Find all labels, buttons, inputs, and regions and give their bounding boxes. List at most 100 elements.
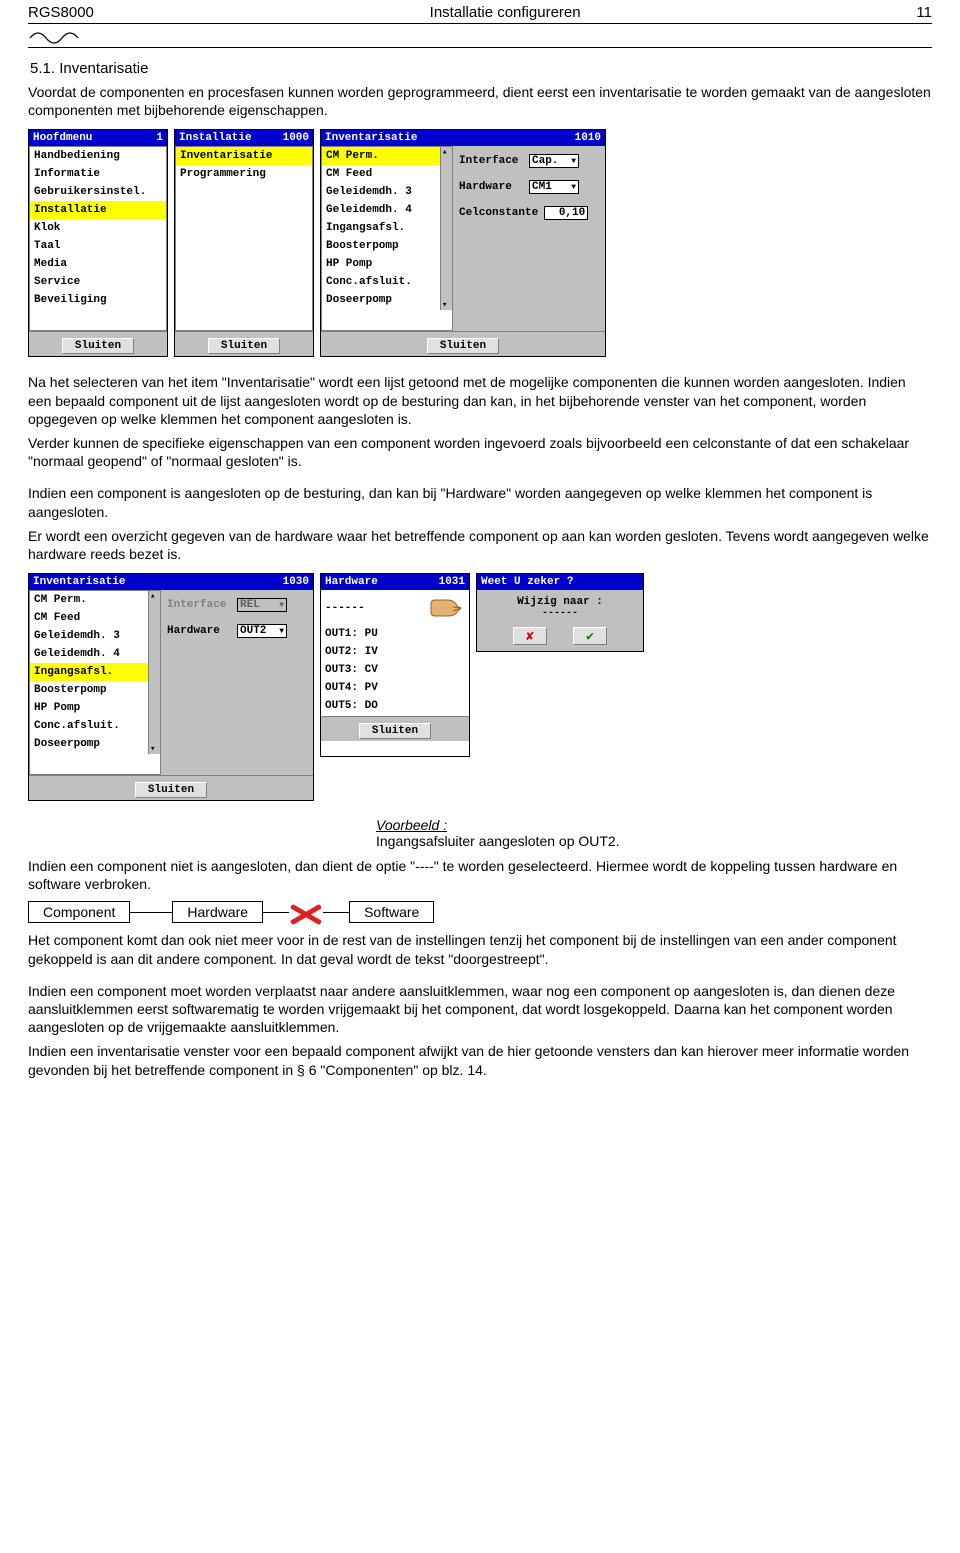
list-item[interactable]: Ingangsafsl. xyxy=(322,219,440,237)
header-right: 11 xyxy=(916,4,932,21)
installatie-list[interactable]: InventarisatieProgrammering xyxy=(175,146,313,331)
paragraph-6: Indien een inventarisatie venster voor e… xyxy=(28,1042,932,1078)
hw-out3[interactable]: OUT3: CV xyxy=(325,664,465,676)
hw-out1[interactable]: OUT1: PU xyxy=(325,628,465,640)
list-item[interactable]: Programmering xyxy=(176,165,312,183)
list-item[interactable]: Gebruikersinstel. xyxy=(30,183,166,201)
interface-dropdown-disabled: REL▼ xyxy=(237,598,287,612)
paragraph-2a: Indien een component is aangesloten op d… xyxy=(28,484,932,520)
interface-label: Interface xyxy=(459,155,518,167)
hardware-body: ------ OUT1: PU OUT2: IV OUT3: CV OUT4: … xyxy=(321,590,469,716)
confirm-dialog: Weet U zeker ? Wijzig naar : ------ ✘ ✔ xyxy=(476,573,644,652)
connector-line xyxy=(323,912,349,913)
example-block: Voorbeeld : Ingangsafsluiter aangesloten… xyxy=(376,817,932,849)
inventarisatie-side-2: Interface REL▼ Hardware OUT2▼ xyxy=(161,590,293,775)
dialog-title: Weet U zeker ? xyxy=(477,574,643,590)
section-title: 5.1. Inventarisatie xyxy=(30,60,932,77)
list-item[interactable]: Klok xyxy=(30,219,166,237)
panel-installatie: Installatie1000 InventarisatieProgrammer… xyxy=(174,129,314,357)
intro-paragraph: Voordat de componenten en procesfasen ku… xyxy=(28,83,932,119)
close-button[interactable]: Sluiten xyxy=(427,338,499,354)
paragraph-2b: Er wordt een overzicht gegeven van de ha… xyxy=(28,527,932,563)
inventarisatie-list[interactable]: CM Perm.CM FeedGeleidemdh. 3Geleidemdh. … xyxy=(321,146,453,331)
wave-decoration xyxy=(28,26,932,48)
hoofdmenu-list[interactable]: HandbedieningInformatieGebruikersinstel.… xyxy=(29,146,167,331)
paragraph-3: Indien een component niet is aangesloten… xyxy=(28,857,932,893)
page-header: RGS8000 Installatie configureren 11 xyxy=(28,4,932,24)
inventarisatie-list-2[interactable]: CM Perm.CM FeedGeleidemdh. 3Geleidemdh. … xyxy=(29,590,161,775)
hardware-label: Hardware xyxy=(167,625,220,637)
inventarisatie-side: Interface Cap.▼ Hardware CM1▼ Celconstan… xyxy=(453,146,585,331)
connector-line xyxy=(263,912,289,913)
hw-out2[interactable]: OUT2: IV xyxy=(325,646,465,658)
list-item[interactable]: HP Pomp xyxy=(30,699,148,717)
chevron-down-icon: ▼ xyxy=(279,601,284,610)
box-hardware: Hardware xyxy=(172,901,263,923)
list-item[interactable]: Geleidemdh. 4 xyxy=(322,201,440,219)
interface-label: Interface xyxy=(167,599,226,611)
chevron-down-icon: ▼ xyxy=(279,627,284,636)
paragraph-1b: Verder kunnen de specifieke eigenschappe… xyxy=(28,434,932,470)
hw-out5[interactable]: OUT5: DO xyxy=(325,700,465,712)
list-item[interactable]: Beveiliging xyxy=(30,291,166,309)
panel-row-2: Inventarisatie1030 CM Perm.CM FeedGeleid… xyxy=(28,573,932,801)
paragraph-4: Het component komt dan ook niet meer voo… xyxy=(28,931,932,967)
hardware-label: Hardware xyxy=(459,181,512,193)
list-item[interactable]: CM Feed xyxy=(322,165,440,183)
list-item[interactable]: CM Feed xyxy=(30,609,148,627)
dialog-line1: Wijzig naar : xyxy=(483,596,637,608)
dash-line: ------ xyxy=(325,602,365,614)
box-software: Software xyxy=(349,901,434,923)
list-item[interactable]: Taal xyxy=(30,237,166,255)
list-item[interactable]: Boosterpomp xyxy=(30,681,148,699)
hand-pointer-icon xyxy=(425,594,465,622)
dialog-line2: ------ xyxy=(483,608,637,619)
component-hardware-software-row: Component Hardware Software xyxy=(28,899,932,925)
list-item[interactable]: Service xyxy=(30,273,166,291)
close-button[interactable]: Sluiten xyxy=(359,723,431,739)
celconstante-field[interactable]: 0,10 xyxy=(544,206,588,220)
paragraph-5: Indien een component moet worden verplaa… xyxy=(28,982,932,1037)
interface-dropdown[interactable]: Cap.▼ xyxy=(529,154,579,168)
hardware-dropdown[interactable]: CM1▼ xyxy=(529,180,579,194)
list-item[interactable]: CM Perm. xyxy=(322,147,440,165)
list-item[interactable]: Conc.afsluit. xyxy=(322,273,440,291)
list-item[interactable]: Media xyxy=(30,255,166,273)
close-button[interactable]: Sluiten xyxy=(135,782,207,798)
example-label: Voorbeeld : xyxy=(376,817,932,833)
list-item[interactable]: Installatie xyxy=(30,201,166,219)
list-item[interactable]: Boosterpomp xyxy=(322,237,440,255)
panel-hardware-1031: Hardware1031 ------ OUT1: PU OUT2: IV OU… xyxy=(320,573,470,757)
list-item[interactable]: HP Pomp xyxy=(322,255,440,273)
header-center: Installatie configureren xyxy=(430,4,581,21)
panel-inventarisatie-1030: Inventarisatie1030 CM Perm.CM FeedGeleid… xyxy=(28,573,314,801)
list-item[interactable]: Doseerpomp xyxy=(30,735,148,753)
scrollbar[interactable] xyxy=(148,591,160,754)
panel-inventarisatie-1010: Inventarisatie1010 CM Perm.CM FeedGeleid… xyxy=(320,129,606,357)
connector-line xyxy=(130,912,172,913)
panel-row-1: Hoofdmenu1 HandbedieningInformatieGebrui… xyxy=(28,129,932,357)
list-item[interactable]: Geleidemdh. 4 xyxy=(30,645,148,663)
list-item[interactable]: CM Perm. xyxy=(30,591,148,609)
list-item[interactable]: Conc.afsluit. xyxy=(30,717,148,735)
list-item[interactable]: Handbediening xyxy=(30,147,166,165)
panel-hoofdmenu: Hoofdmenu1 HandbedieningInformatieGebrui… xyxy=(28,129,168,357)
close-button[interactable]: Sluiten xyxy=(62,338,134,354)
list-item[interactable]: Inventarisatie xyxy=(176,147,312,165)
list-item[interactable]: Informatie xyxy=(30,165,166,183)
celconstante-label: Celconstante xyxy=(459,207,538,219)
hw-out4[interactable]: OUT4: PV xyxy=(325,682,465,694)
chevron-down-icon: ▼ xyxy=(571,157,576,166)
example-text: Ingangsafsluiter aangesloten op OUT2. xyxy=(376,833,932,849)
scrollbar[interactable] xyxy=(440,147,452,310)
list-item[interactable]: Ingangsafsl. xyxy=(30,663,148,681)
hardware-dropdown[interactable]: OUT2▼ xyxy=(237,624,287,638)
list-item[interactable]: Geleidemdh. 3 xyxy=(322,183,440,201)
chevron-down-icon: ▼ xyxy=(571,183,576,192)
cancel-button[interactable]: ✘ xyxy=(513,627,547,645)
list-item[interactable]: Doseerpomp xyxy=(322,291,440,309)
close-button[interactable]: Sluiten xyxy=(208,338,280,354)
box-component: Component xyxy=(28,901,130,923)
confirm-button[interactable]: ✔ xyxy=(573,627,607,645)
list-item[interactable]: Geleidemdh. 3 xyxy=(30,627,148,645)
